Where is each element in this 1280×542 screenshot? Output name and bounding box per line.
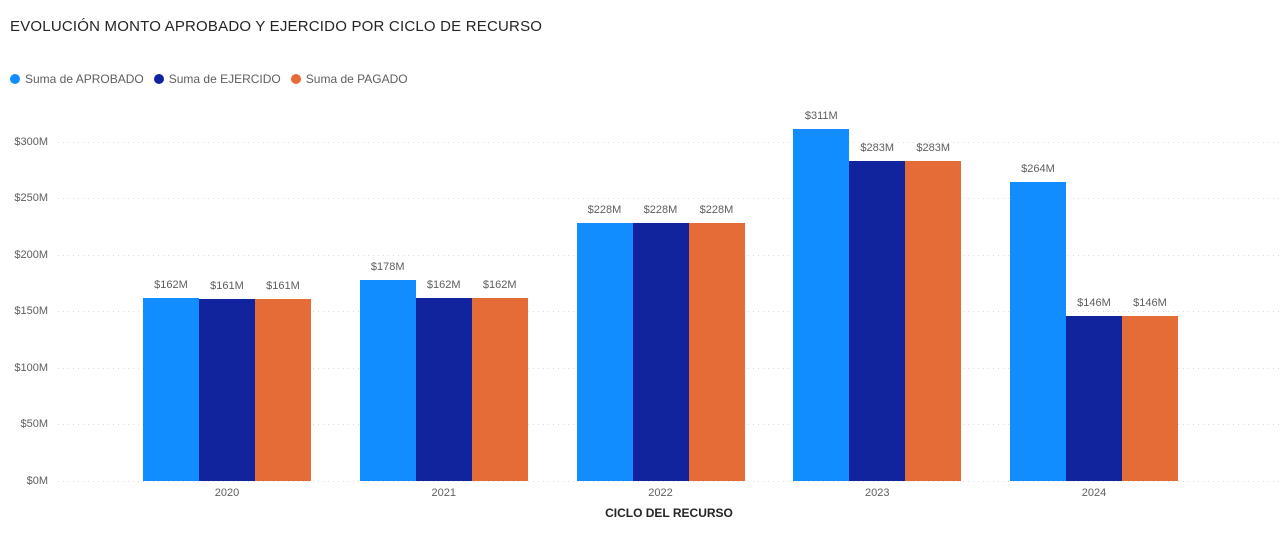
y-axis-tick-label: $50M bbox=[20, 418, 48, 431]
gridline bbox=[58, 141, 1280, 143]
y-axis-tick-label: $100M bbox=[14, 361, 48, 374]
x-axis-label-2023: 2023 bbox=[865, 487, 890, 499]
gridline bbox=[58, 481, 1280, 482]
legend-color-dot-icon bbox=[10, 74, 20, 84]
bar-value-label: $228M bbox=[699, 204, 734, 217]
bar-value-label: $228M bbox=[587, 204, 622, 217]
bar-value-label: $162M bbox=[154, 278, 188, 291]
bar-ejercido-2023[interactable] bbox=[849, 160, 906, 481]
bar-value-label: $264M bbox=[1021, 163, 1055, 176]
bar-value-label: $178M bbox=[370, 260, 405, 273]
bar-aprobado-2020[interactable] bbox=[143, 297, 199, 481]
legend: Suma de APROBADO Suma de EJERCIDO Suma de … bbox=[10, 71, 418, 87]
legend-item-label: Suma de EJERCIDO bbox=[168, 72, 281, 86]
legend-item-label: Suma de APROBADO bbox=[25, 72, 144, 86]
legend-item-pagado[interactable]: Suma de PAGADO bbox=[290, 72, 408, 86]
bar-aprobado-2024[interactable] bbox=[1010, 182, 1066, 481]
bar-value-label: $161M bbox=[266, 279, 300, 292]
bar-value-label: $283M bbox=[860, 141, 895, 154]
gridline bbox=[58, 198, 1280, 200]
x-axis-label-2020: 2020 bbox=[214, 487, 240, 499]
bar-ejercido-2021[interactable] bbox=[415, 297, 472, 481]
bar-pagado-2020[interactable] bbox=[255, 298, 311, 481]
y-axis-tick-label: $250M bbox=[14, 192, 48, 205]
x-axis-label-2022: 2022 bbox=[648, 487, 673, 499]
bar-ejercido-2024[interactable] bbox=[1066, 315, 1122, 481]
bar-value-label: $146M bbox=[1133, 296, 1167, 309]
bar-pagado-2022[interactable] bbox=[688, 223, 745, 481]
y-axis-tick-label: $0M bbox=[26, 475, 48, 487]
bar-ejercido-2022[interactable] bbox=[632, 223, 689, 481]
bar-pagado-2023[interactable] bbox=[905, 160, 962, 481]
bar-value-label: $162M bbox=[482, 278, 517, 291]
bar-ejercido-2020[interactable] bbox=[199, 298, 255, 481]
x-axis-label-2024: 2024 bbox=[1081, 487, 1107, 499]
bar-value-label: $146M bbox=[1077, 296, 1111, 309]
bar-aprobado-2022[interactable] bbox=[576, 223, 633, 481]
x-axis-label-2021: 2021 bbox=[431, 487, 456, 499]
legend-item-label: Suma de PAGADO bbox=[305, 72, 408, 86]
bar-aprobado-2023[interactable] bbox=[793, 129, 850, 481]
bar-value-label: $311M bbox=[804, 110, 838, 123]
y-axis-tick-label: $300M bbox=[14, 135, 48, 148]
y-axis-tick-label: $200M bbox=[14, 248, 48, 261]
bar-value-label: $283M bbox=[916, 141, 951, 154]
bar-pagado-2024[interactable] bbox=[1122, 315, 1178, 481]
x-axis-title: CICLO DEL RECURSO bbox=[605, 506, 733, 520]
legend-item-aprobado[interactable]: Suma de APROBADO bbox=[10, 72, 144, 86]
legend-color-dot-icon bbox=[290, 74, 301, 84]
bar-value-label: $228M bbox=[643, 204, 678, 217]
legend-item-ejercido[interactable]: Suma de EJERCIDO bbox=[153, 72, 281, 86]
bar-pagado-2021[interactable] bbox=[471, 297, 528, 481]
bar-value-label: $161M bbox=[210, 279, 244, 292]
bar-value-label: $162M bbox=[426, 278, 461, 291]
legend-color-dot-icon bbox=[153, 74, 164, 84]
chart-title: EVOLUCIÓN MONTO APROBADO Y EJERCIDO POR … bbox=[10, 18, 543, 35]
bar-aprobado-2021[interactable] bbox=[359, 279, 416, 481]
y-axis-tick-label: $150M bbox=[14, 305, 48, 318]
